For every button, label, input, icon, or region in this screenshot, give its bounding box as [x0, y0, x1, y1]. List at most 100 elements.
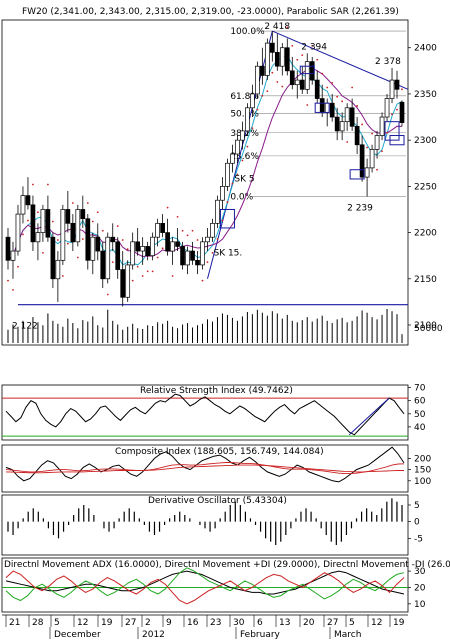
- sar-dot: [296, 58, 299, 61]
- sar-dot: [136, 265, 139, 268]
- price-panel-frame: [1, 19, 409, 346]
- sar-dot: [66, 242, 69, 245]
- do-axis-tick-label: 0: [414, 518, 420, 528]
- candle-body: [294, 79, 300, 86]
- sar-dot: [151, 270, 154, 273]
- sar-dot: [226, 201, 229, 203]
- sar-dot: [286, 26, 289, 29]
- candle-body: [85, 218, 91, 261]
- x-axis-day-label: 19: [393, 618, 405, 628]
- candle-body: [130, 241, 136, 266]
- ci-series-line: [5, 446, 405, 483]
- candle-body: [269, 42, 275, 53]
- ci-axis-tick-label: 150: [414, 466, 431, 476]
- candle-body: [245, 107, 250, 132]
- x-axis-day-label: 20: [303, 618, 315, 628]
- candle-body: [75, 209, 81, 243]
- sar-dot: [326, 86, 329, 89]
- candle-body: [200, 241, 205, 266]
- candle-body: [279, 47, 285, 67]
- sar-dot: [86, 202, 89, 204]
- sar-dot: [376, 168, 378, 171]
- candle-body: [319, 98, 325, 113]
- sar-dot: [141, 275, 144, 277]
- candle-body: [180, 246, 185, 266]
- candle-body: [70, 222, 76, 243]
- candle-body: [374, 135, 380, 150]
- sar-dot: [316, 58, 319, 61]
- sar-dot: [81, 238, 84, 240]
- x-axis-day-label: 5: [349, 618, 355, 628]
- candle-body: [289, 70, 295, 86]
- sar-dot: [116, 225, 119, 228]
- gap-box: [314, 102, 330, 113]
- ma-long-line: [7, 67, 403, 261]
- do-axis-tick-label: -5: [414, 534, 423, 544]
- sar-dot: [32, 183, 34, 186]
- sar-dot: [306, 104, 309, 106]
- candle-body: [80, 209, 86, 220]
- candle-body: [145, 246, 150, 257]
- candle-body: [230, 153, 235, 164]
- x-axis-day-label: 2: [145, 618, 151, 628]
- rsi-title: Relative Strength Index (49.7462): [140, 386, 293, 396]
- gap-box: [299, 65, 315, 75]
- candle-body: [284, 47, 290, 72]
- candle-body: [379, 116, 385, 136]
- sar-dot: [96, 211, 99, 214]
- sar-dot: [231, 182, 234, 185]
- sar-dot: [206, 261, 209, 264]
- gap-box: [389, 135, 405, 146]
- x-axis-day-label: 13: [279, 618, 290, 628]
- sar-dot: [191, 229, 194, 232]
- sar-dot: [261, 94, 264, 97]
- dm-adx-line: [5, 570, 405, 595]
- candle-body: [100, 250, 106, 280]
- candle-body: [394, 79, 400, 90]
- sar-dot: [386, 131, 388, 134]
- rsi-axis-tick-label: 70: [414, 384, 426, 394]
- candle-body: [220, 186, 225, 201]
- sar-dot: [146, 270, 149, 273]
- candle-body: [225, 162, 230, 187]
- candle-body: [274, 51, 280, 67]
- candle-body: [240, 130, 245, 141]
- sar-dot: [341, 100, 344, 103]
- sar-dot: [346, 141, 349, 143]
- sar-dot: [356, 105, 359, 107]
- volume-tick-label: 50000: [414, 324, 443, 334]
- sar-dot: [7, 279, 9, 282]
- sar-dot: [281, 85, 284, 88]
- sar-dot: [256, 108, 259, 111]
- sar-dot: [301, 54, 304, 57]
- ci-title: Composite Index (188.605, 156.749, 144.0…: [115, 447, 324, 457]
- candle-body: [255, 65, 260, 95]
- ma-short-line: [7, 55, 403, 266]
- candle-body: [264, 42, 270, 76]
- sar-dot: [361, 123, 364, 126]
- sar-dot: [246, 145, 249, 148]
- price-axis-tick-label: 2250: [414, 182, 437, 192]
- sar-dot: [166, 206, 169, 209]
- x-axis-month-label: February: [240, 630, 281, 640]
- candle-body: [5, 236, 11, 261]
- candle-body: [205, 236, 210, 243]
- candle-body: [344, 107, 350, 123]
- candle-body: [354, 125, 360, 146]
- dm-axis-tick-label: 10: [414, 600, 426, 610]
- do-axis-tick-label: 5: [414, 501, 420, 511]
- sar-dot: [22, 233, 24, 236]
- candle-body: [250, 93, 255, 109]
- candle-body: [165, 232, 170, 252]
- gap-box: [384, 121, 400, 141]
- candle-body: [120, 269, 126, 298]
- x-axis-day-label: 6: [257, 618, 263, 628]
- candle-body: [170, 241, 175, 252]
- x-axis-day-label: 27: [125, 618, 136, 628]
- candle-body: [20, 195, 26, 215]
- candle-body: [299, 79, 305, 90]
- x-axis-day-label: 5: [54, 618, 60, 628]
- candle-body: [359, 144, 365, 178]
